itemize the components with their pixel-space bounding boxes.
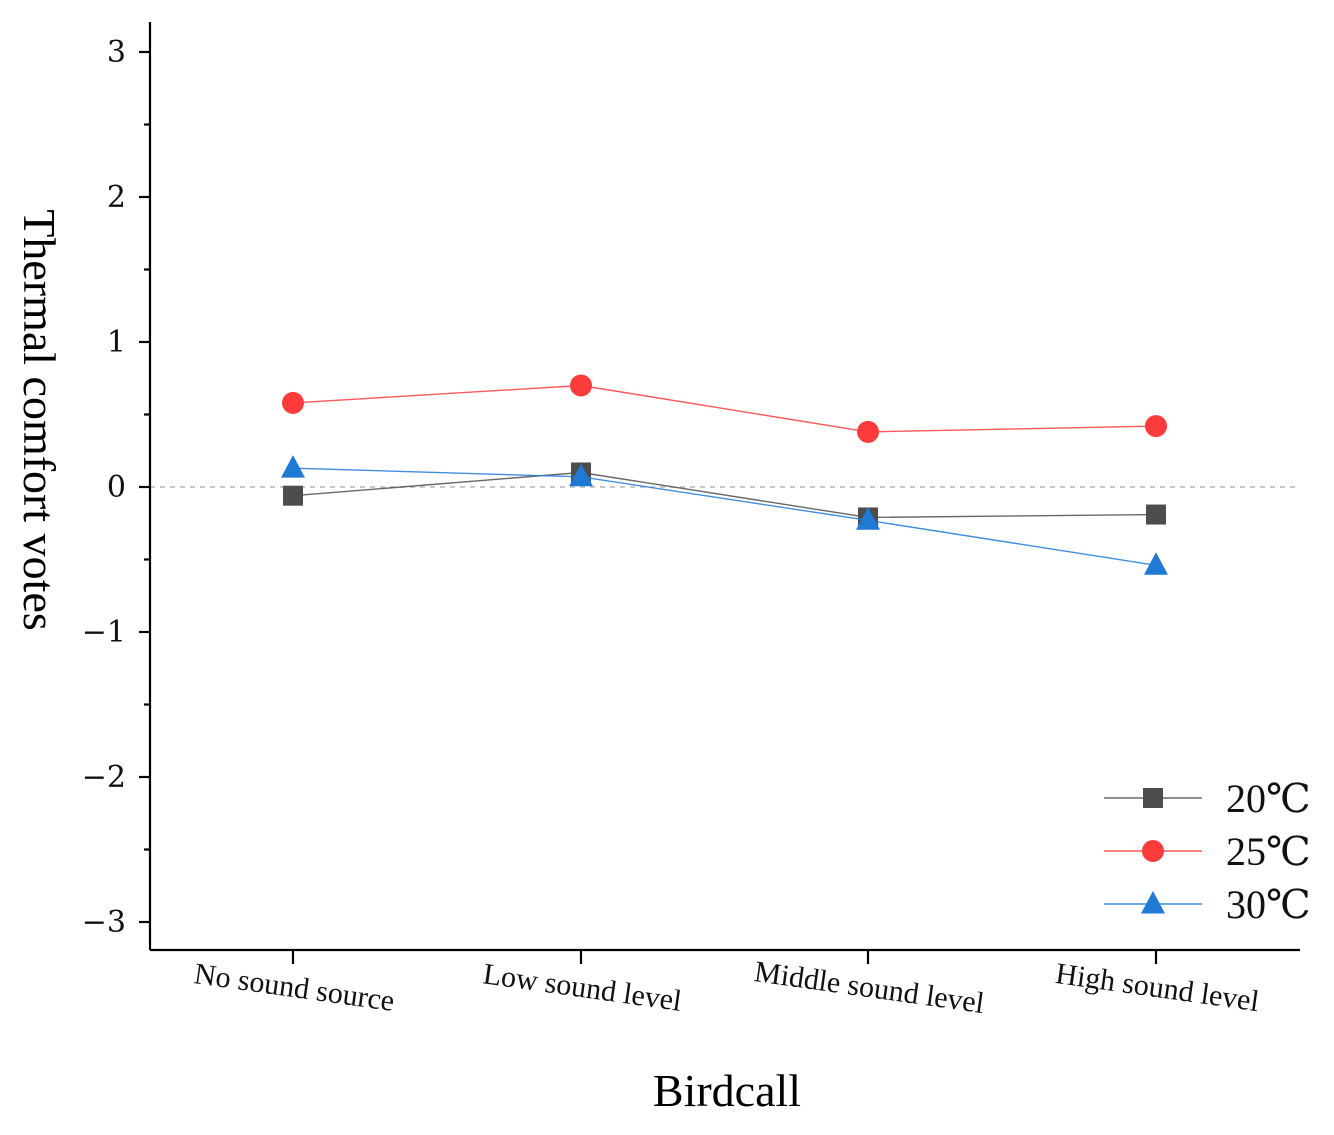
legend-item: 30℃ [1104,882,1311,927]
series-line [292,471,1157,519]
data-point [857,420,879,443]
y-tick-label: −3 [82,905,126,940]
x-tick-label: High sound level [1054,957,1262,1018]
legend-item: 25℃ [1104,829,1311,874]
y-axis-title: Thermal comfort votes [14,209,65,631]
legend-marker [1143,788,1163,808]
legend-label: 30℃ [1226,882,1311,927]
legend-marker [1141,890,1165,914]
series-line [292,467,1157,566]
data-point [1146,504,1166,525]
data-point [283,485,303,506]
x-axis-title: Birdcall [653,1065,801,1116]
x-tick-label: No sound source [192,957,396,1018]
x-axis-ticks: No sound source Low sound level Middle sou… [192,950,1261,1020]
y-tick-label: −1 [82,615,126,650]
axes-layer: 3 2 1 0 −1 −2 −3 No sound source Low sound leve… [82,22,1300,1020]
series-circle [282,374,1167,443]
y-tick-label: 2 [107,180,126,215]
series-triangle [281,455,1168,575]
data-point [570,374,592,397]
y-tick-label: 3 [107,35,126,70]
x-tick-label: Middle sound level [752,955,986,1020]
data-point [856,507,880,530]
data-point [569,463,593,487]
series-layer [281,374,1168,575]
data-point [1145,415,1167,438]
legend-item: 20℃ [1104,776,1311,821]
y-tick-label: −2 [82,760,126,795]
legend-marker [1142,840,1164,862]
plot-area [150,374,1300,575]
data-point [281,455,305,478]
legend-label: 25℃ [1226,829,1311,874]
y-axis-ticks: 3 2 1 0 −1 −2 −3 [82,35,150,940]
y-tick-label: 0 [107,470,126,505]
data-point [282,391,304,414]
x-tick-label: Low sound level [481,957,684,1018]
series-line [292,384,1157,433]
y-tick-label: 1 [107,325,126,360]
legend-label: 20℃ [1226,776,1311,821]
legend: 20℃ 25℃ 30℃ [1104,776,1311,927]
data-point [1144,552,1168,575]
